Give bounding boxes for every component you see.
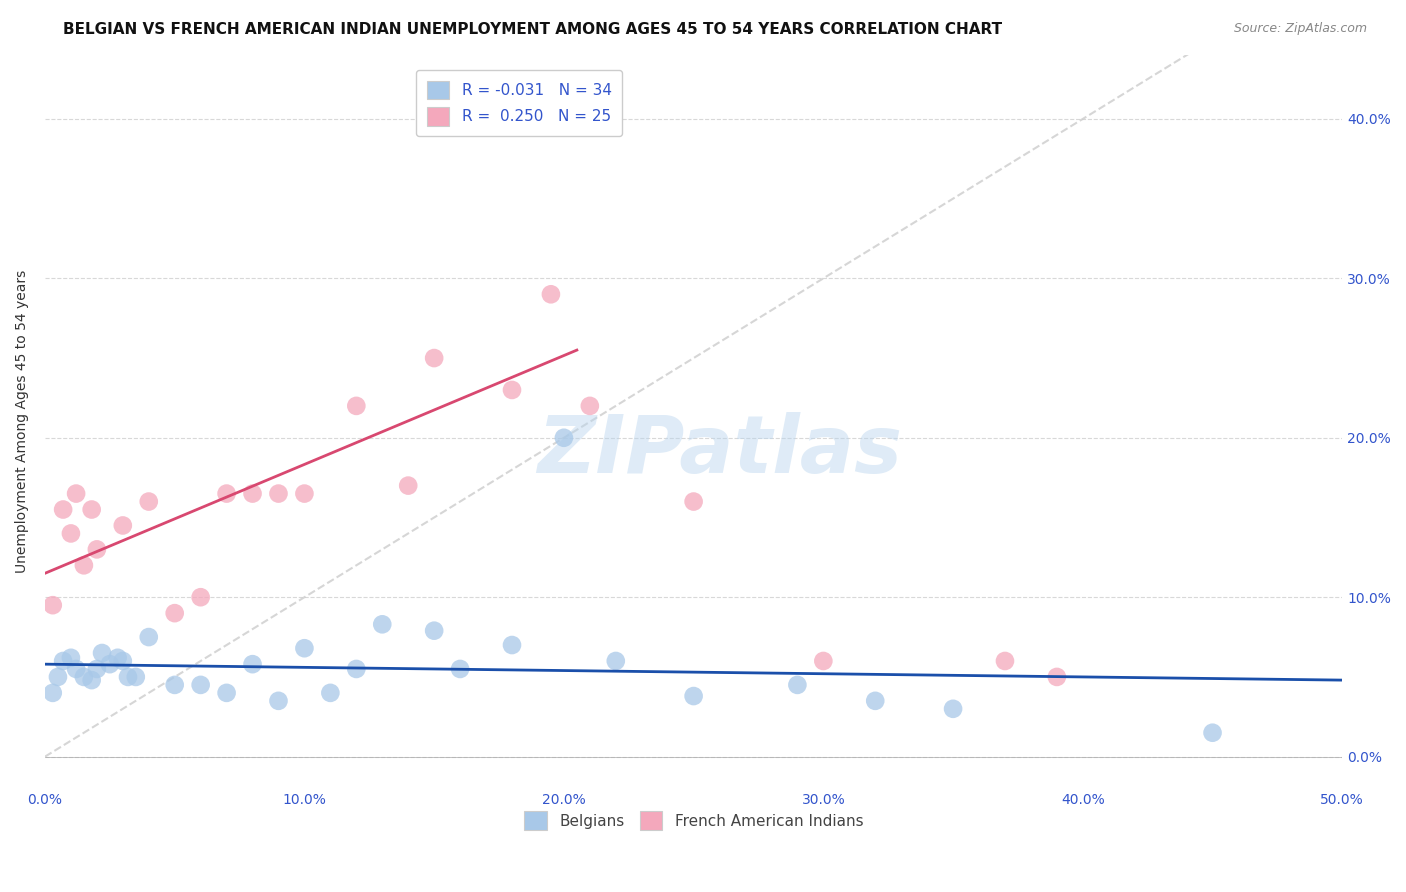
Point <box>540 287 562 301</box>
Point <box>215 486 238 500</box>
Point <box>294 486 316 500</box>
Point <box>59 650 82 665</box>
Point <box>294 641 316 656</box>
Point <box>242 486 264 500</box>
Point <box>423 351 446 365</box>
Point <box>242 657 264 672</box>
Point <box>80 673 103 687</box>
Point <box>163 678 186 692</box>
Point <box>267 486 290 500</box>
Point <box>553 431 575 445</box>
Point <box>111 518 134 533</box>
Point <box>942 702 965 716</box>
Point <box>111 654 134 668</box>
Point <box>786 678 808 692</box>
Point <box>1046 670 1069 684</box>
Point <box>605 654 627 668</box>
Point <box>319 686 342 700</box>
Point <box>86 542 108 557</box>
Point <box>46 670 69 684</box>
Point <box>125 670 148 684</box>
Point <box>138 494 160 508</box>
Point <box>344 399 367 413</box>
Point <box>91 646 114 660</box>
Point <box>73 558 96 573</box>
Point <box>423 624 446 638</box>
Text: BELGIAN VS FRENCH AMERICAN INDIAN UNEMPLOYMENT AMONG AGES 45 TO 54 YEARS CORRELA: BELGIAN VS FRENCH AMERICAN INDIAN UNEMPL… <box>63 22 1002 37</box>
Text: ZIPatlas: ZIPatlas <box>537 412 903 491</box>
Point <box>42 598 65 612</box>
Point <box>501 383 523 397</box>
Point <box>215 686 238 700</box>
Point <box>52 654 75 668</box>
Point <box>1201 725 1223 739</box>
Point <box>267 694 290 708</box>
Text: Source: ZipAtlas.com: Source: ZipAtlas.com <box>1233 22 1367 36</box>
Point <box>65 486 87 500</box>
Point <box>73 670 96 684</box>
Point <box>86 662 108 676</box>
Point <box>579 399 602 413</box>
Point <box>682 689 704 703</box>
Point <box>190 678 212 692</box>
Point <box>396 478 419 492</box>
Point <box>138 630 160 644</box>
Point <box>65 662 87 676</box>
Point <box>42 686 65 700</box>
Point <box>80 502 103 516</box>
Legend: Belgians, French American Indians: Belgians, French American Indians <box>517 805 869 836</box>
Point <box>813 654 835 668</box>
Point <box>994 654 1017 668</box>
Point <box>163 606 186 620</box>
Point <box>190 591 212 605</box>
Point <box>344 662 367 676</box>
Point <box>59 526 82 541</box>
Point <box>52 502 75 516</box>
Point <box>117 670 139 684</box>
Point <box>865 694 887 708</box>
Point <box>449 662 471 676</box>
Point <box>682 494 704 508</box>
Point <box>371 617 394 632</box>
Point <box>501 638 523 652</box>
Y-axis label: Unemployment Among Ages 45 to 54 years: Unemployment Among Ages 45 to 54 years <box>15 270 30 574</box>
Point <box>98 657 121 672</box>
Point <box>107 650 129 665</box>
